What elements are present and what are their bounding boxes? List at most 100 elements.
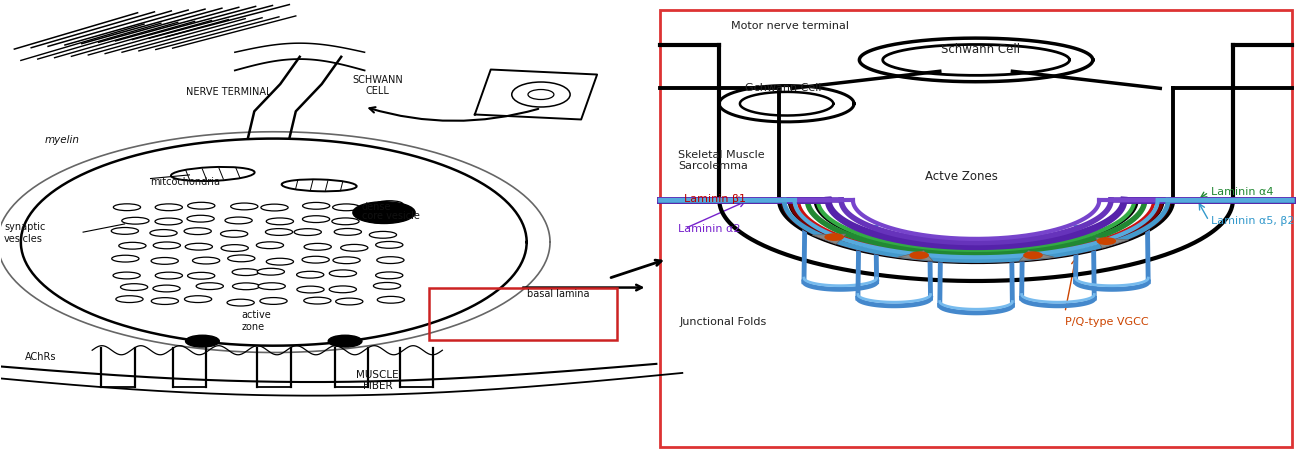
Ellipse shape (376, 272, 402, 279)
Ellipse shape (187, 215, 214, 222)
Ellipse shape (155, 272, 183, 279)
Ellipse shape (304, 244, 331, 250)
Text: MUSCLE
FIBER: MUSCLE FIBER (356, 370, 398, 392)
Text: Motor nerve terminal: Motor nerve terminal (731, 21, 849, 32)
Ellipse shape (188, 202, 214, 209)
Text: SCHWANN
CELL: SCHWANN CELL (352, 74, 402, 96)
Ellipse shape (155, 218, 183, 225)
Ellipse shape (373, 282, 401, 289)
Ellipse shape (230, 203, 258, 210)
Ellipse shape (295, 228, 321, 235)
Ellipse shape (266, 228, 293, 235)
Circle shape (329, 335, 362, 347)
Ellipse shape (376, 201, 402, 207)
Ellipse shape (122, 218, 149, 224)
Ellipse shape (302, 202, 330, 209)
Bar (430, 287, 618, 340)
Ellipse shape (185, 243, 213, 250)
Ellipse shape (297, 286, 323, 293)
Ellipse shape (171, 167, 255, 181)
Ellipse shape (233, 283, 260, 290)
Ellipse shape (153, 285, 180, 292)
Text: Laminin α5, β2: Laminin α5, β2 (1211, 216, 1295, 226)
Circle shape (910, 252, 928, 258)
Ellipse shape (297, 271, 323, 278)
Polygon shape (897, 251, 932, 261)
Polygon shape (813, 234, 846, 244)
Text: active
zone: active zone (242, 310, 271, 331)
Text: Skeletal Muscle
Sarcolemma: Skeletal Muscle Sarcolemma (679, 149, 765, 171)
Ellipse shape (258, 283, 285, 290)
Ellipse shape (281, 179, 356, 191)
Bar (660, 10, 1291, 447)
Ellipse shape (225, 217, 252, 224)
Ellipse shape (112, 228, 138, 234)
Text: dense: dense (362, 202, 392, 212)
Ellipse shape (334, 228, 362, 235)
Text: Laminin β1: Laminin β1 (684, 194, 746, 204)
Ellipse shape (512, 82, 571, 107)
Text: Actve Zones: Actve Zones (924, 170, 998, 183)
Ellipse shape (370, 231, 397, 238)
Circle shape (352, 202, 416, 223)
Text: mitcochondria: mitcochondria (150, 177, 221, 187)
Ellipse shape (121, 284, 147, 291)
Circle shape (185, 335, 220, 347)
Ellipse shape (118, 242, 146, 249)
Ellipse shape (150, 229, 178, 236)
Circle shape (825, 234, 843, 240)
Ellipse shape (196, 283, 224, 290)
Ellipse shape (155, 204, 183, 211)
Ellipse shape (527, 90, 554, 100)
Ellipse shape (341, 244, 368, 251)
Text: synaptic
vesicles: synaptic vesicles (4, 222, 45, 244)
Ellipse shape (377, 297, 405, 303)
Ellipse shape (227, 299, 254, 306)
Text: Junctional Folds: Junctional Folds (680, 317, 767, 327)
Text: core vesicle: core vesicle (362, 211, 419, 221)
Ellipse shape (151, 298, 179, 304)
Ellipse shape (113, 272, 141, 279)
Ellipse shape (266, 218, 293, 225)
Ellipse shape (329, 270, 356, 276)
Ellipse shape (329, 286, 356, 293)
Ellipse shape (113, 204, 141, 211)
Ellipse shape (227, 255, 255, 262)
Ellipse shape (376, 241, 402, 248)
Text: AChRs: AChRs (25, 351, 57, 361)
Ellipse shape (302, 216, 330, 223)
Polygon shape (1095, 238, 1128, 248)
Ellipse shape (331, 218, 359, 225)
Ellipse shape (266, 258, 293, 265)
Ellipse shape (154, 242, 180, 249)
Ellipse shape (151, 257, 179, 264)
Text: Laminin α2: Laminin α2 (679, 223, 740, 234)
Circle shape (1097, 238, 1115, 244)
Ellipse shape (184, 296, 212, 303)
Ellipse shape (377, 257, 404, 264)
Ellipse shape (333, 204, 360, 211)
Ellipse shape (221, 230, 247, 237)
Ellipse shape (368, 216, 396, 223)
Text: basal lamina: basal lamina (527, 289, 589, 299)
Circle shape (1024, 252, 1041, 258)
Ellipse shape (184, 228, 212, 234)
Text: P/Q-type VGCC: P/Q-type VGCC (1065, 317, 1148, 327)
Ellipse shape (221, 244, 249, 251)
Ellipse shape (335, 298, 363, 305)
Ellipse shape (256, 242, 284, 249)
Ellipse shape (233, 269, 259, 276)
Text: Gchwann Cell: Gchwann Cell (744, 83, 821, 93)
Ellipse shape (258, 268, 284, 275)
Text: Laminin α4: Laminin α4 (1211, 187, 1274, 197)
Ellipse shape (302, 256, 329, 263)
Ellipse shape (112, 255, 139, 262)
Ellipse shape (188, 272, 214, 279)
Ellipse shape (304, 297, 331, 304)
Text: NERVE TERMINAL: NERVE TERMINAL (185, 87, 271, 97)
Text: myelin: myelin (45, 135, 79, 145)
Text: Schwann Cell: Schwann Cell (942, 43, 1020, 56)
Polygon shape (1019, 251, 1055, 261)
Ellipse shape (333, 257, 360, 264)
Ellipse shape (192, 257, 220, 264)
